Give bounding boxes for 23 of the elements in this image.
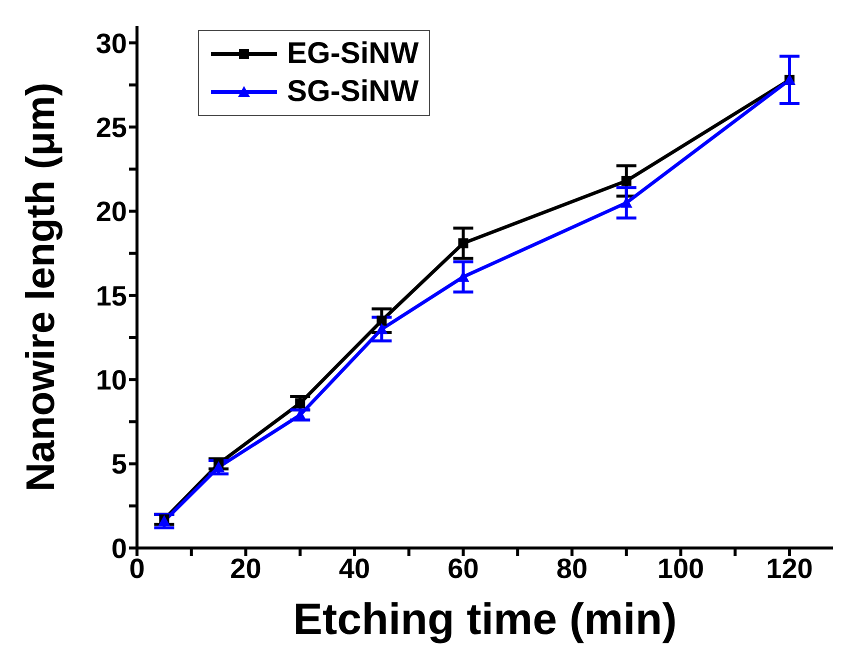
- legend-label: SG-SiNW: [286, 74, 419, 110]
- point: [376, 316, 387, 326]
- y-tick-label: 20: [96, 196, 127, 228]
- point: [295, 398, 306, 408]
- point: [376, 323, 388, 334]
- y-tick-label: 15: [96, 280, 127, 312]
- y-tick-label: 0: [111, 532, 127, 564]
- legend-label: EG-SiNW: [286, 36, 419, 72]
- x-axis-title: Etching time (min): [293, 595, 677, 644]
- x-tick-label: 80: [556, 552, 588, 584]
- point: [212, 461, 225, 472]
- y-tick-label: 10: [96, 364, 127, 396]
- point: [458, 238, 468, 248]
- point: [621, 176, 632, 186]
- x-tick-label: 120: [766, 552, 813, 584]
- x-tick-label: 100: [657, 552, 704, 584]
- y-axis-title: Nanowire length (μm): [19, 82, 64, 492]
- y-tick-label: 25: [96, 112, 127, 143]
- y-tick-label: 30: [96, 28, 127, 59]
- y-tick-label: 5: [111, 448, 127, 480]
- x-tick-label: 20: [230, 552, 262, 584]
- x-tick-label: 60: [448, 552, 479, 584]
- x-tick-label: 40: [338, 552, 370, 584]
